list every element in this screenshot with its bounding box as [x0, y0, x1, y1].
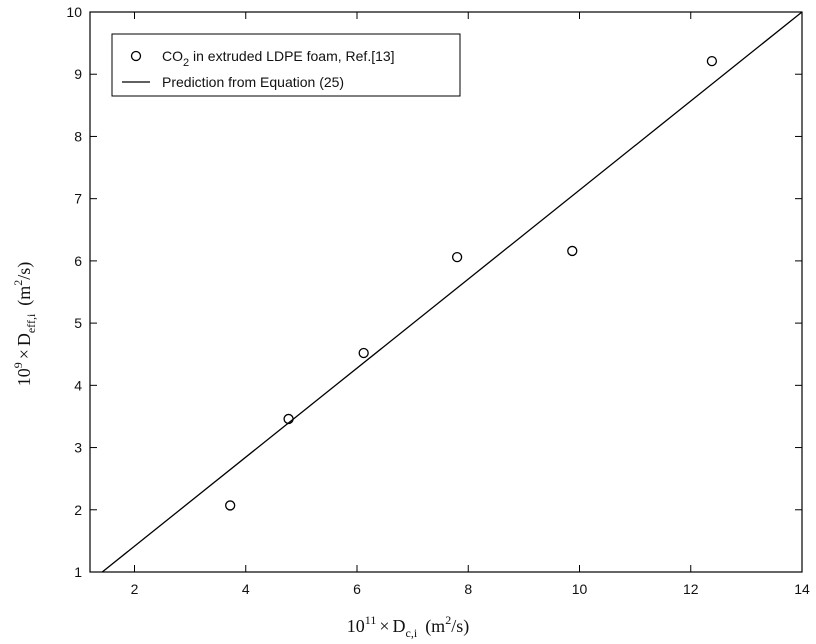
data-point [451, 252, 463, 263]
x-tick-label: 4 [242, 581, 250, 597]
x-tick-label: 10 [572, 581, 588, 597]
x-tick-label: 14 [794, 581, 810, 597]
legend-box [111, 33, 461, 97]
prediction-line [101, 11, 803, 573]
data-point [567, 245, 578, 257]
legend-label-prediction: Prediction from Equation (25) [162, 74, 344, 90]
y-tick-label: 1 [74, 564, 82, 580]
y-tick-label: 7 [74, 191, 82, 207]
x-axis-title: 1011 × Dc,i (m2/s) [347, 613, 469, 640]
x-tick-label: 2 [131, 581, 139, 597]
legend: CO2 in extruded LDPE foam, Ref.[13] Pred… [111, 33, 461, 97]
data-point [358, 347, 369, 359]
y-tick-label: 4 [74, 377, 82, 393]
y-tick-label: 8 [74, 128, 82, 144]
legend-label-observed: CO2 in extruded LDPE foam, Ref.[13] [162, 48, 395, 69]
y-tick-label: 5 [74, 315, 82, 331]
legend-marker-circle [130, 50, 142, 62]
x-tick-label: 6 [353, 581, 361, 597]
data-point [283, 413, 294, 425]
y-tick-label: 2 [74, 502, 82, 518]
data-point [706, 56, 718, 67]
x-tick-label: 8 [464, 581, 472, 597]
y-tick-label: 10 [66, 4, 82, 20]
y-axis-title: 109×Deff,i(m2/s) [11, 262, 38, 387]
y-tick-label: 6 [74, 253, 82, 269]
data-point [225, 500, 236, 511]
y-tick-label: 3 [74, 440, 82, 456]
plot-marks [101, 11, 803, 573]
x-tick-label: 12 [683, 581, 699, 597]
y-tick-label: 9 [74, 66, 82, 82]
plot-frame [89, 11, 803, 573]
